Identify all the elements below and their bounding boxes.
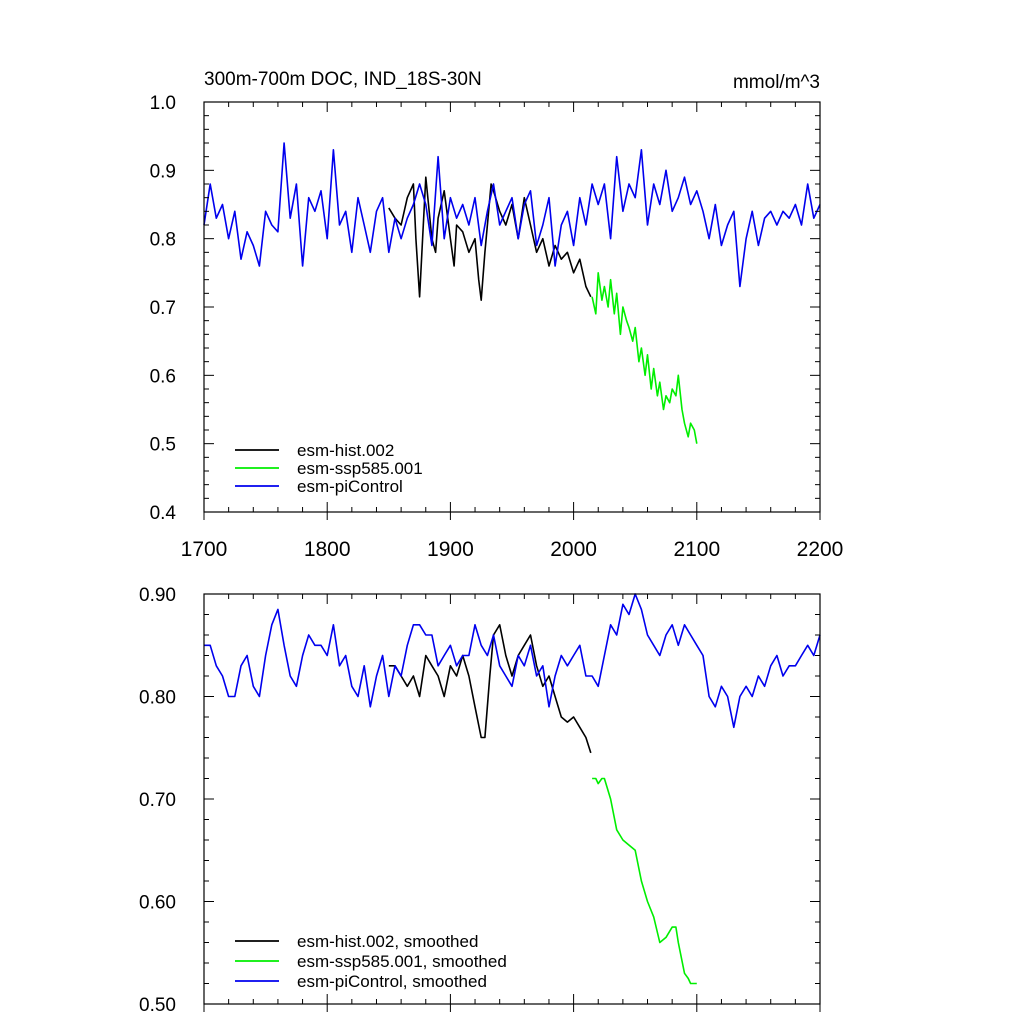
legend-label: esm-piControl, smoothed — [297, 972, 487, 991]
panel-bottom-series — [204, 593, 821, 985]
y-tick-label: 0.7 — [150, 298, 176, 319]
panel-bottom-axes: 0.50 0.60 0.70 0.80 0.90 — [139, 585, 821, 1016]
panel-top-units: mmol/m^3 — [733, 72, 820, 93]
y-tick-label: 0.4 — [150, 503, 177, 524]
panel-top: 300m-700m DOC, IND_18S-30N mmol/m^3 1700… — [150, 69, 844, 561]
series-line-ssp — [591, 271, 698, 444]
y-tick-label: 0.60 — [139, 893, 176, 914]
panel-top-axes: 1700 1800 1900 2000 2100 2200 0.4 0.5 0.6 0.7 0.8 0… — [150, 93, 844, 561]
y-tick-label: 1.0 — [150, 93, 176, 114]
y-tick-label: 0.9 — [150, 161, 176, 182]
series-line-hist — [388, 176, 592, 302]
panel-top-title: 300m-700m DOC, IND_18S-30N — [204, 69, 482, 90]
panel-bottom: 0.50 0.60 0.70 0.80 0.90 esm-hist.002, smoot… — [139, 585, 821, 1016]
x-tick-label: 2100 — [673, 538, 720, 561]
y-tick-label: 0.90 — [139, 585, 176, 606]
y-tick-label: 0.6 — [150, 366, 176, 387]
series-line-hist — [388, 623, 592, 754]
x-tick-label: 2000 — [550, 538, 597, 561]
series-line-pi — [204, 593, 821, 729]
y-tick-label: 0.80 — [139, 688, 176, 709]
x-tick-label: 2200 — [797, 538, 844, 561]
legend-label: esm-ssp585.001 — [297, 459, 423, 478]
panel-top-series — [203, 142, 821, 444]
y-tick-label: 0.8 — [150, 230, 176, 251]
series-line-ssp — [592, 777, 697, 985]
legend-label: esm-ssp585.001, smoothed — [297, 952, 507, 971]
y-tick-label: 0.5 — [150, 435, 176, 456]
legend-label: esm-piControl — [297, 477, 403, 496]
y-tick-label: 0.70 — [139, 790, 176, 811]
x-tick-label: 1900 — [427, 538, 474, 561]
series-line-pi — [203, 142, 821, 288]
y-tick-label: 0.50 — [139, 995, 176, 1016]
legend-label: esm-hist.002 — [297, 441, 394, 460]
x-tick-label: 1700 — [181, 538, 228, 561]
legend-label: esm-hist.002, smoothed — [297, 932, 478, 951]
x-tick-label: 1800 — [304, 538, 351, 561]
